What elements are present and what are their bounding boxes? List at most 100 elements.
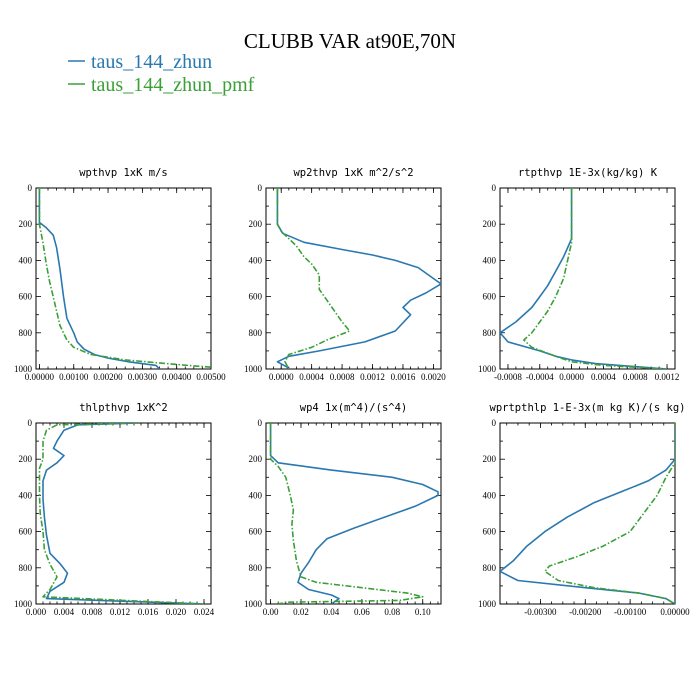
- y-tick-label: 800: [249, 328, 263, 338]
- x-tick-label: 0.00200: [93, 372, 123, 382]
- plot-frame: [265, 187, 442, 370]
- x-tick-label: -0.00200: [569, 607, 602, 617]
- y-tick-label: 0: [258, 183, 263, 193]
- y-tick-label: 600: [249, 292, 263, 302]
- x-tick-label: 0.012: [110, 607, 130, 617]
- series-line-zhun-pmf: [38, 188, 211, 369]
- y-tick-label: 800: [249, 563, 263, 573]
- y-tick-label: 0: [28, 183, 33, 193]
- x-tick-label: 0.00400: [162, 372, 192, 382]
- series-line-zhun-pmf: [276, 188, 351, 369]
- series-line-zhun: [276, 188, 441, 369]
- y-tick-label: 400: [483, 490, 497, 500]
- y-tick-label: 400: [249, 490, 263, 500]
- y-tick-label: 200: [19, 454, 33, 464]
- y-tick-label: 600: [483, 527, 497, 537]
- x-tick-label: 0.0008: [623, 372, 648, 382]
- y-tick-label: 800: [483, 328, 497, 338]
- series-line-zhun: [500, 188, 668, 369]
- y-tick-label: 600: [249, 527, 263, 537]
- x-tick-label: 0.04: [324, 607, 340, 617]
- series-line-zhun-pmf: [523, 188, 668, 369]
- x-tick-label: -0.00100: [614, 607, 647, 617]
- panel-title: wp4 1x(m^4)/(s^4): [300, 402, 407, 414]
- y-tick-label: 0: [492, 183, 497, 193]
- x-tick-label: 0.0012: [655, 372, 680, 382]
- y-tick-label: 0: [492, 418, 497, 428]
- y-tick-label: 1000: [478, 599, 497, 609]
- y-tick-label: 400: [19, 255, 33, 265]
- panel-2: wp2thvp 1xK m^2/s^2 0 200 400 600 800 1000 0.00…: [244, 167, 446, 382]
- y-tick-label: 200: [483, 219, 497, 229]
- x-tick-label: 0.020: [166, 607, 187, 617]
- x-tick-label: 0.00300: [128, 372, 158, 382]
- y-tick-label: 1000: [244, 364, 263, 374]
- y-tick-label: 400: [483, 255, 497, 265]
- series-line-zhun: [269, 423, 439, 604]
- y-tick-label: 1000: [478, 364, 497, 374]
- x-tick-label: 0.00100: [59, 372, 89, 382]
- y-tick-label: 200: [19, 219, 33, 229]
- x-tick-label: 0.004: [54, 607, 75, 617]
- y-tick-label: 200: [249, 219, 263, 229]
- y-tick-label: 800: [19, 328, 33, 338]
- panel-6: wprtpthlp 1-E-3x(m kg K)/(s kg) 0 200 400 60…: [478, 402, 690, 617]
- series-line-zhun-pmf: [38, 423, 205, 604]
- legend: taus_144_zhun taus_144_zhun_pmf: [68, 51, 255, 96]
- x-tick-label: 0.0000: [269, 372, 294, 382]
- plot-frame: [35, 187, 212, 370]
- y-tick-label: 800: [483, 563, 497, 573]
- x-tick-label: 0.06: [354, 607, 370, 617]
- y-tick-label: 1000: [14, 364, 33, 374]
- panel-title: wprtpthlp 1-E-3x(m kg K)/(s kg): [490, 402, 686, 414]
- panel-title: thlpthvp 1xK^2: [79, 402, 168, 414]
- x-tick-label: 0.00: [263, 607, 279, 617]
- panel-3: rtpthvp 1E-3x(kg/kg) K 0 200 400 600 800 1000 -…: [478, 167, 679, 382]
- x-tick-label: 0.08: [384, 607, 400, 617]
- x-tick-label: 0.0004: [591, 372, 616, 382]
- figure-title: CLUBB VAR at90E,70N: [244, 29, 456, 53]
- y-tick-label: 800: [19, 563, 33, 573]
- legend-label-2: taus_144_zhun_pmf: [91, 74, 255, 96]
- x-tick-label: 0.0020: [421, 372, 446, 382]
- x-tick-label: 0.00000: [660, 607, 690, 617]
- panel-title: rtpthvp 1E-3x(kg/kg) K: [518, 167, 658, 179]
- x-tick-label: 0.10: [415, 607, 431, 617]
- y-tick-label: 400: [249, 255, 263, 265]
- y-tick-label: 600: [19, 292, 33, 302]
- y-tick-label: 0: [258, 418, 263, 428]
- panel-title: wp2thvp 1xK m^2/s^2: [293, 167, 413, 179]
- x-tick-label: 0.02: [293, 607, 309, 617]
- x-tick-label: 0.0004: [299, 372, 324, 382]
- x-tick-label: 0.008: [82, 607, 103, 617]
- plot-frame: [35, 422, 212, 605]
- legend-label-1: taus_144_zhun: [91, 51, 212, 73]
- x-tick-label: 0.000: [26, 607, 47, 617]
- x-tick-label: 0.0000: [559, 372, 584, 382]
- x-tick-label: -0.0004: [526, 372, 554, 382]
- x-tick-label: 0.024: [194, 607, 215, 617]
- series-line-zhun: [38, 188, 161, 369]
- x-tick-label: 0.00000: [25, 372, 55, 382]
- x-tick-label: 0.00500: [196, 372, 226, 382]
- series-line-zhun-pmf: [544, 423, 675, 604]
- series-line-zhun-pmf: [269, 423, 424, 604]
- x-tick-label: 0.0008: [330, 372, 355, 382]
- x-tick-label: -0.00300: [524, 607, 557, 617]
- x-tick-label: 0.016: [138, 607, 159, 617]
- y-tick-label: 600: [19, 527, 33, 537]
- x-tick-label: 0.0016: [391, 372, 416, 382]
- y-tick-label: 1000: [244, 599, 263, 609]
- panel-title: wpthvp 1xK m/s: [79, 167, 168, 179]
- y-tick-label: 600: [483, 292, 497, 302]
- y-tick-label: 200: [249, 454, 263, 464]
- y-tick-label: 0: [28, 418, 33, 428]
- y-tick-label: 1000: [14, 599, 33, 609]
- y-tick-label: 200: [483, 454, 497, 464]
- series-line-zhun: [42, 423, 205, 604]
